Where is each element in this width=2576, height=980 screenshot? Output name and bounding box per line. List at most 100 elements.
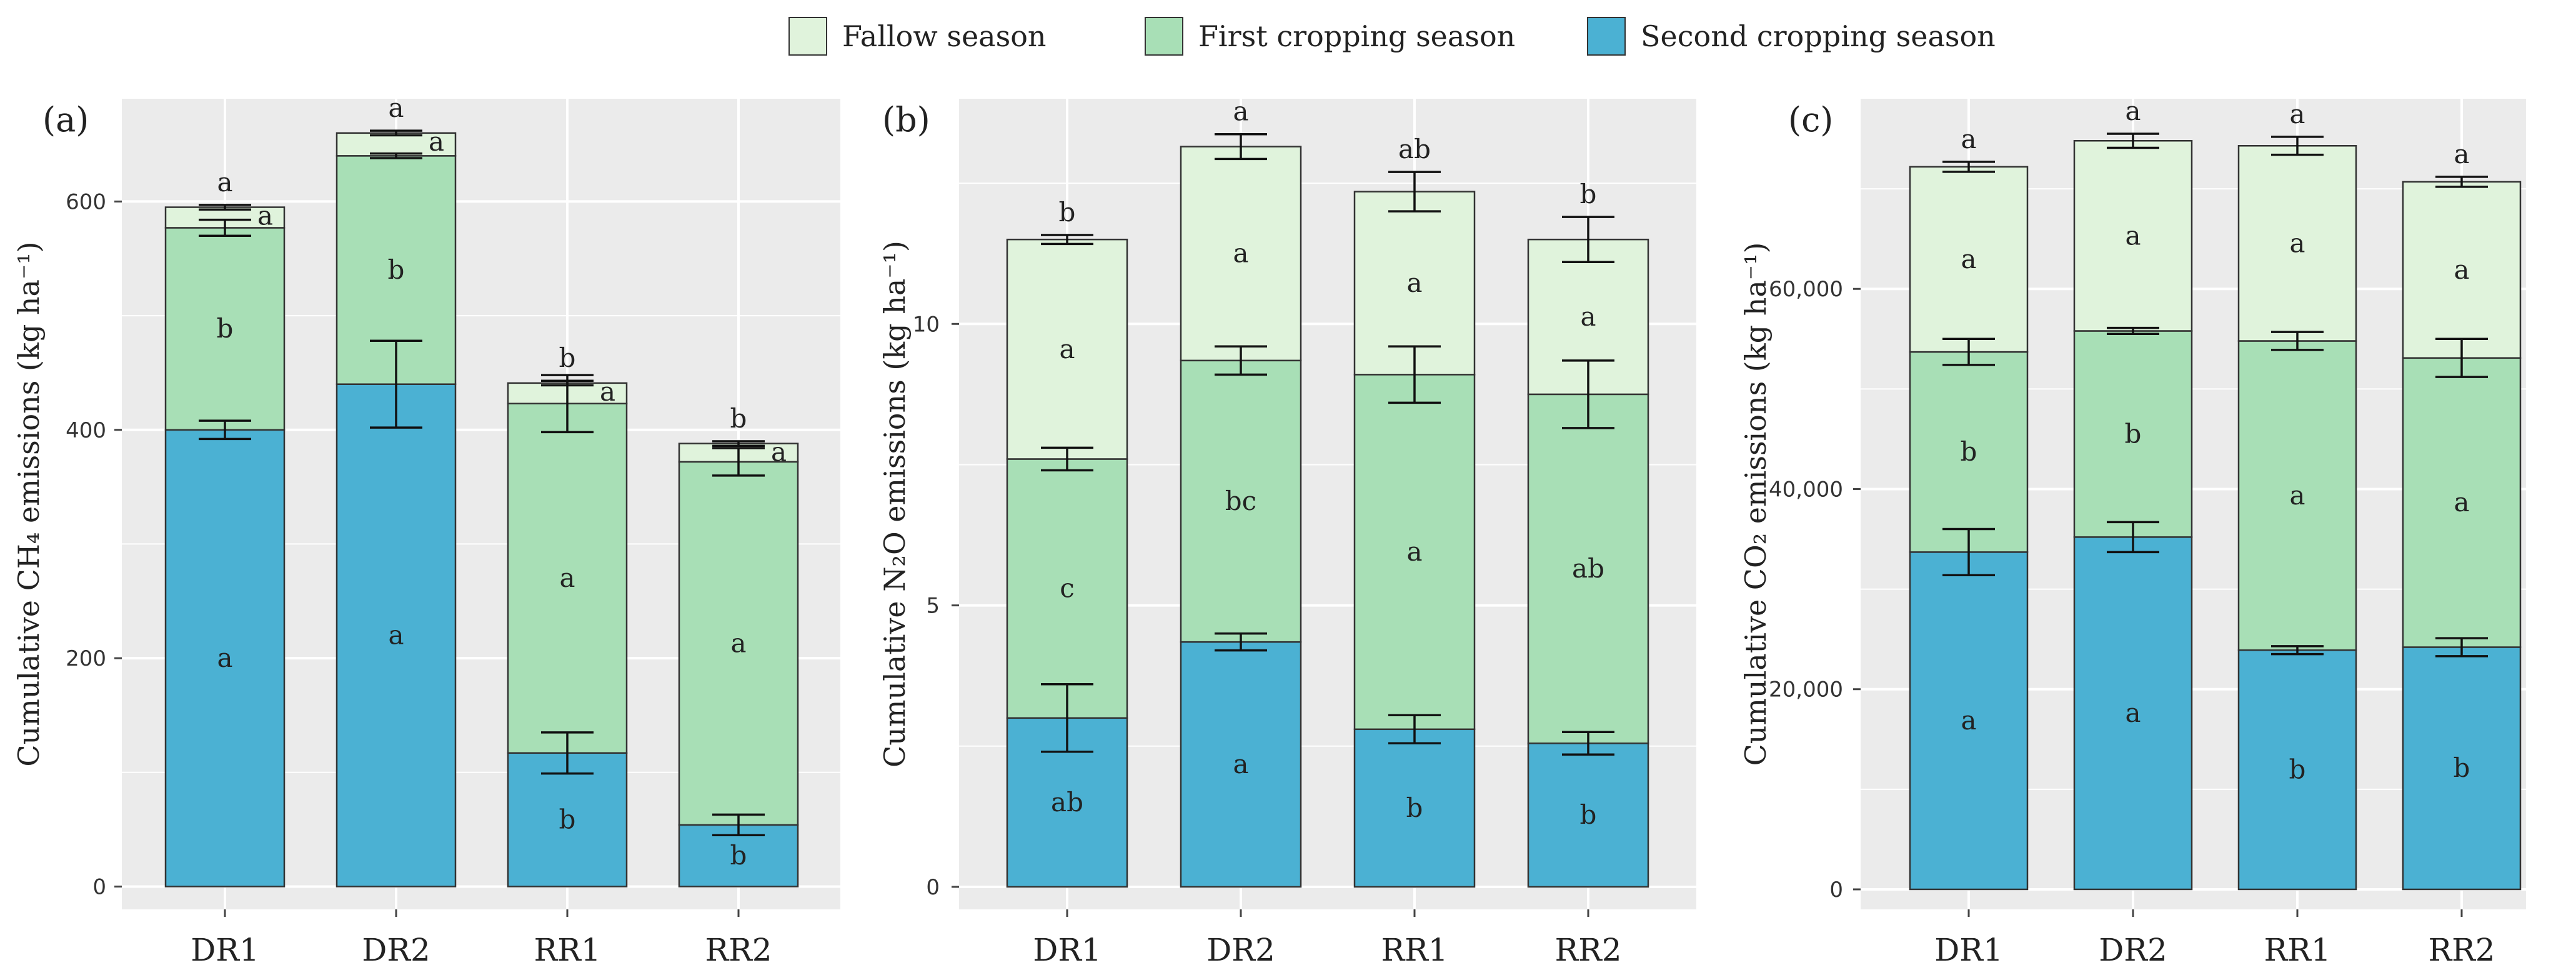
significance-letter-fallow: a (1406, 268, 1422, 298)
significance-letter-fallow: a (2125, 220, 2141, 251)
significance-letter-first: bc (1225, 486, 1256, 516)
significance-letter-second: a (217, 642, 232, 673)
significance-letter-first: a (1406, 536, 1422, 567)
significance-letter-first: a (730, 628, 746, 658)
x-tick-label-rr2: RR2 (2428, 932, 2495, 968)
x-tick-label-rr1: RR1 (1381, 932, 1448, 968)
x-tick-label-dr2: DR2 (2099, 932, 2167, 968)
bar-fallow-dr1 (1006, 238, 1128, 460)
legend-label-fallow: Fallow season (842, 19, 1047, 53)
y-tick-label: 0 (926, 875, 940, 900)
bar-fallow-rr2 (2402, 181, 2522, 359)
significance-letter-second: b (559, 804, 576, 835)
legend-label-first: First cropping season (1198, 19, 1516, 53)
y-tick-label: 0 (92, 874, 106, 899)
legend-label-second: Second cropping season (1641, 19, 1996, 53)
panel-label: (b) (882, 100, 930, 139)
significance-letter-second: b (1580, 799, 1597, 830)
x-tick-label-dr1: DR1 (191, 932, 259, 968)
significance-letter-second: b (2289, 754, 2306, 785)
significance-letter-first: b (217, 313, 234, 344)
total-significance-letter: b (730, 403, 747, 434)
significance-letter-fallow: a (1580, 301, 1596, 332)
bar-first-rr2 (2402, 357, 2522, 648)
significance-letter-fallow: a (2454, 254, 2469, 285)
legend-swatch-second (1587, 17, 1626, 56)
y-tick-label: 40,000 (1769, 477, 1843, 502)
x-tick-label-rr2: RR2 (705, 932, 772, 968)
significance-letter-second: a (1961, 705, 1976, 736)
legend-swatch-first (1145, 17, 1183, 56)
total-significance-letter: b (1580, 179, 1597, 209)
y-axis-label: Cumulative N₂O emissions (kg ha⁻¹) (878, 241, 912, 768)
bar-fallow-rr1 (2237, 145, 2357, 342)
significance-letter-first: a (559, 562, 575, 593)
legend: Fallow season First cropping season Seco… (0, 0, 2576, 81)
chart-panel-1: 0200400600abaaDR1abaaDR2baabRR1baabRR2(a… (12, 92, 840, 968)
total-significance-letter: a (2125, 96, 2141, 126)
bar-fallow-dr2 (1180, 146, 1302, 362)
total-significance-letter: b (559, 342, 576, 373)
significance-letter-second: a (1233, 749, 1248, 779)
bar-fallow-rr1 (1353, 191, 1476, 376)
total-significance-letter: a (217, 167, 232, 198)
legend-swatch-fallow (788, 17, 827, 56)
bar-second-dr1 (164, 429, 286, 888)
significance-letter-first: ab (1572, 553, 1604, 584)
bar-second-dr1 (1909, 551, 2029, 891)
bar-fallow-dr2 (336, 132, 457, 157)
x-tick-label-dr1: DR1 (1033, 932, 1102, 968)
bar-first-rr2 (1527, 393, 1649, 744)
significance-letter-first: a (2289, 480, 2305, 511)
bar-second-rr2 (2402, 646, 2522, 891)
chart-panel-3: 0 20,000 40,000 60,000 a b a a DR1 a b a a DR2 b a a a RR1… (1739, 96, 2526, 968)
significance-letter-fallow: a (600, 376, 615, 407)
legend-item-second: Second cropping season (1587, 15, 1996, 58)
bar-fallow-dr2 (2073, 140, 2193, 332)
significance-letter-fallow: a (1059, 334, 1075, 364)
bar-first-dr1 (1006, 458, 1128, 719)
total-significance-letter: ab (1398, 134, 1431, 164)
bar-first-dr2 (1180, 359, 1302, 643)
bar-second-rr2 (1527, 742, 1649, 888)
significance-letter-second: b (2454, 752, 2470, 783)
significance-letter-first: b (388, 254, 405, 285)
significance-letter-fallow: a (257, 201, 273, 231)
significance-letter-fallow: a (771, 437, 787, 468)
legend-item-fallow: Fallow season (788, 15, 1047, 58)
legend-item-first: First cropping season (1145, 15, 1515, 58)
panel-label: (c) (1788, 100, 1833, 139)
x-tick-label-dr2: DR2 (1206, 932, 1275, 968)
bar-fallow-dr1 (1909, 166, 2029, 353)
significance-letter-first: b (2125, 418, 2142, 449)
bar-second-rr1 (2237, 649, 2357, 891)
y-tick-label: 5 (926, 594, 940, 619)
significance-letter-second: a (388, 620, 404, 651)
significance-letter-fallow: a (2289, 228, 2305, 258)
bar-second-rr1 (1353, 728, 1476, 888)
significance-letter-first: b (1961, 436, 1977, 467)
x-tick-label-rr1: RR1 (534, 932, 600, 968)
bar-second-dr2 (2073, 536, 2193, 891)
total-significance-letter: a (2454, 139, 2469, 169)
panel-label: (a) (42, 100, 89, 139)
y-tick-label: 600 (66, 189, 106, 214)
total-significance-letter: a (388, 92, 404, 123)
significance-letter-second: b (730, 840, 747, 871)
significance-letter-fallow: a (429, 126, 444, 157)
bar-first-rr1 (507, 402, 628, 754)
bar-first-rr2 (678, 461, 799, 826)
bar-first-rr1 (1353, 374, 1476, 731)
y-tick-label: 20,000 (1769, 678, 1843, 702)
y-tick-label: 60,000 (1769, 277, 1843, 302)
y-tick-label: 200 (66, 646, 106, 671)
y-tick-label: 400 (66, 418, 106, 443)
total-significance-letter: a (1233, 96, 1248, 127)
bar-second-rr1 (507, 752, 628, 888)
total-significance-letter: a (1961, 124, 1976, 154)
x-tick-label-rr1: RR1 (2264, 932, 2330, 968)
y-tick-label: 0 (1829, 878, 1843, 902)
significance-letter-second: ab (1051, 787, 1083, 818)
bar-second-dr2 (1180, 641, 1302, 888)
